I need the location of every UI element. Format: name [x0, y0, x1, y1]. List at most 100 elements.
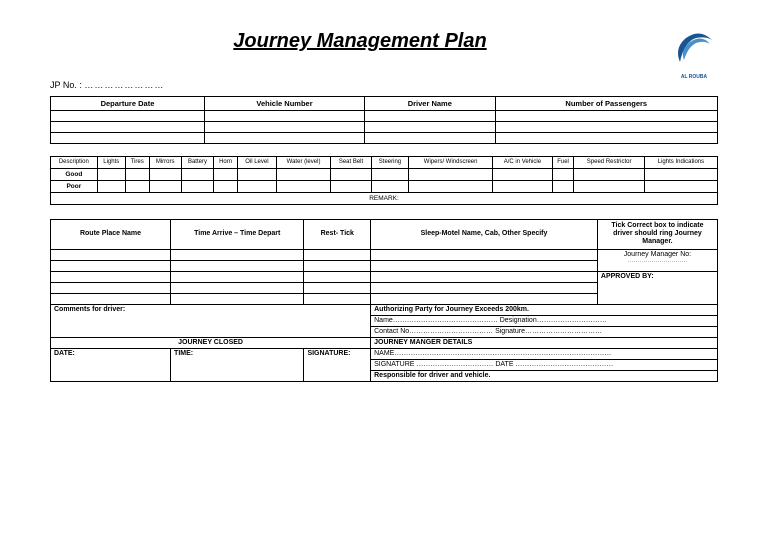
- th-tickbox: Tick Correct box to indicate driver shou…: [597, 219, 717, 249]
- cell[interactable]: [304, 271, 371, 282]
- col-vehicle-number: Vehicle Number: [204, 97, 364, 111]
- cell[interactable]: [51, 122, 205, 133]
- th-lights-ind: Lights Indications: [644, 157, 717, 169]
- cell[interactable]: [171, 249, 304, 260]
- cell[interactable]: [125, 180, 149, 192]
- cell[interactable]: [97, 180, 125, 192]
- cell[interactable]: [574, 168, 645, 180]
- cell[interactable]: [409, 168, 493, 180]
- cell[interactable]: [644, 180, 717, 192]
- jp-no-dots: ……………………: [84, 80, 164, 90]
- cell[interactable]: [51, 293, 171, 304]
- cell[interactable]: [371, 282, 598, 293]
- cell[interactable]: [125, 168, 149, 180]
- cell[interactable]: [204, 133, 364, 144]
- cell[interactable]: [171, 282, 304, 293]
- cell[interactable]: [171, 260, 304, 271]
- col-departure-date: Departure Date: [51, 97, 205, 111]
- th-lights: Lights: [97, 157, 125, 169]
- cell[interactable]: [495, 122, 717, 133]
- cell[interactable]: [574, 180, 645, 192]
- cell[interactable]: [552, 168, 574, 180]
- page-title: Journey Management Plan: [233, 30, 486, 53]
- cell[interactable]: [181, 180, 214, 192]
- checklist-table: Description Lights Tires Mirrors Battery…: [50, 156, 718, 205]
- cell[interactable]: [214, 180, 238, 192]
- comments-cell[interactable]: Comments for driver:: [51, 304, 371, 337]
- cell[interactable]: [171, 293, 304, 304]
- cell[interactable]: [214, 168, 238, 180]
- sig-date[interactable]: SIGNATURE …………………………… DATE ……………………………………: [371, 359, 718, 370]
- remark-cell[interactable]: REMARK:: [51, 192, 718, 204]
- time-cell[interactable]: TIME:: [171, 348, 304, 381]
- cell[interactable]: [371, 180, 409, 192]
- cell[interactable]: [51, 282, 171, 293]
- cell[interactable]: [51, 249, 171, 260]
- contact-line[interactable]: Contact No……………………………… Signature………………………: [371, 326, 718, 337]
- cell[interactable]: [644, 168, 717, 180]
- jm-details: JOURNEY MANGER DETAILS: [371, 337, 718, 348]
- cell[interactable]: [237, 180, 276, 192]
- cell[interactable]: [276, 180, 330, 192]
- logo: AL ROUBA: [670, 30, 718, 72]
- cell[interactable]: [149, 180, 181, 192]
- cell[interactable]: [493, 168, 553, 180]
- jm-no-dots: …………………………: [601, 258, 714, 264]
- cell[interactable]: [495, 111, 717, 122]
- header: Journey Management Plan AL ROUBA: [50, 30, 718, 72]
- cell[interactable]: [371, 260, 598, 271]
- th-oil: Oil Level: [237, 157, 276, 169]
- row-good: Good: [51, 168, 98, 180]
- th-description: Description: [51, 157, 98, 169]
- cell[interactable]: [371, 271, 598, 282]
- sig-cell[interactable]: SIGNATURE:: [304, 348, 371, 381]
- cell[interactable]: [181, 168, 214, 180]
- departure-table: Departure Date Vehicle Number Driver Nam…: [50, 96, 718, 144]
- cell[interactable]: [149, 168, 181, 180]
- cell[interactable]: [304, 282, 371, 293]
- th-rest: Rest- Tick: [304, 219, 371, 249]
- journey-closed: JOURNEY CLOSED: [51, 337, 371, 348]
- cell[interactable]: [204, 111, 364, 122]
- cell[interactable]: [304, 293, 371, 304]
- cell[interactable]: [276, 168, 330, 180]
- th-battery: Battery: [181, 157, 214, 169]
- cell[interactable]: [493, 180, 553, 192]
- cell[interactable]: [331, 180, 371, 192]
- th-steering: Steering: [371, 157, 409, 169]
- cell[interactable]: [552, 180, 574, 192]
- cell[interactable]: [365, 122, 495, 133]
- cell[interactable]: [171, 271, 304, 282]
- cell[interactable]: [304, 260, 371, 271]
- col-driver-name: Driver Name: [365, 97, 495, 111]
- cell[interactable]: [304, 249, 371, 260]
- cell[interactable]: [409, 180, 493, 192]
- cell[interactable]: [51, 260, 171, 271]
- th-mirrors: Mirrors: [149, 157, 181, 169]
- cell[interactable]: [51, 111, 205, 122]
- cell[interactable]: [371, 249, 598, 260]
- cell[interactable]: [237, 168, 276, 180]
- resp-line: Responsible for driver and vehicle.: [371, 370, 718, 381]
- route-table: Route Place Name Time Arrive – Time Depa…: [50, 219, 718, 382]
- name-detail[interactable]: NAME…………………………………………………………………………………: [371, 348, 718, 359]
- th-tires: Tires: [125, 157, 149, 169]
- th-timearrive: Time Arrive – Time Depart: [171, 219, 304, 249]
- th-route: Route Place Name: [51, 219, 171, 249]
- cell[interactable]: [371, 168, 409, 180]
- cell[interactable]: [204, 122, 364, 133]
- cell[interactable]: [495, 133, 717, 144]
- row-poor: Poor: [51, 180, 98, 192]
- cell[interactable]: [51, 271, 171, 282]
- th-wipers: Wipers/ Windscreen: [409, 157, 493, 169]
- auth-cell: Authorizing Party for Journey Exceeds 20…: [371, 304, 718, 315]
- cell[interactable]: [365, 133, 495, 144]
- name-line[interactable]: Name……………………………………… Designation…………………………: [371, 315, 718, 326]
- cell[interactable]: [371, 293, 598, 304]
- cell[interactable]: [51, 133, 205, 144]
- cell[interactable]: [331, 168, 371, 180]
- cell[interactable]: [97, 168, 125, 180]
- th-sleep: Sleep-Motel Name, Cab, Other Specify: [371, 219, 598, 249]
- cell[interactable]: [365, 111, 495, 122]
- date-cell[interactable]: DATE:: [51, 348, 171, 381]
